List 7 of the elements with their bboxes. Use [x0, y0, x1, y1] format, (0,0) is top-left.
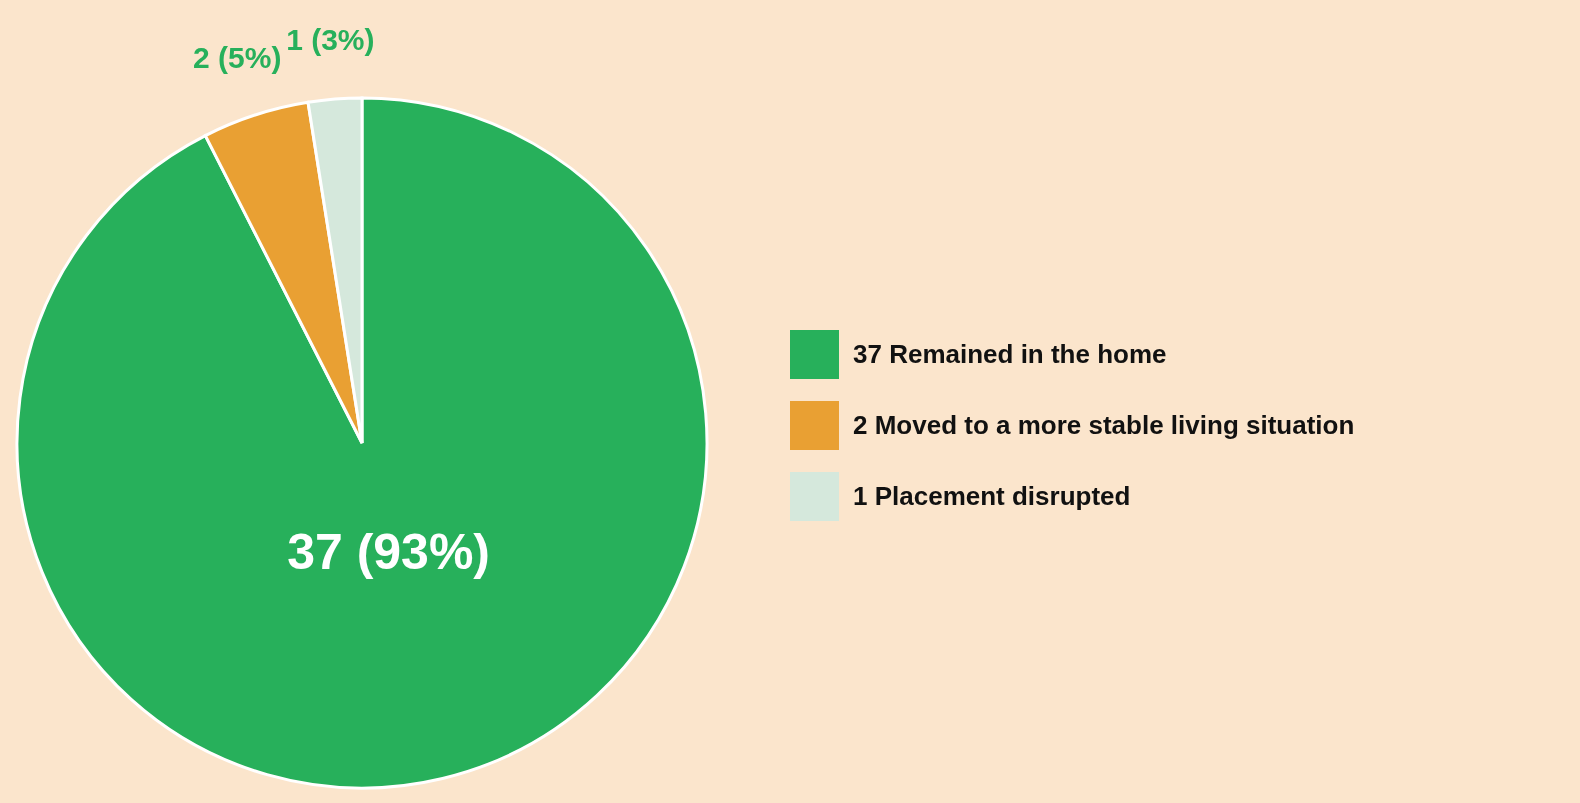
- legend-label: 37 Remained in the home: [853, 338, 1167, 369]
- data-label: 2 (5%): [193, 41, 282, 75]
- legend-label: 2 Moved to a more stable living situation: [853, 409, 1355, 440]
- data-label: 37 (93%): [287, 523, 491, 580]
- data-label: 1 (3%): [286, 22, 375, 56]
- pie-slice: [16, 96, 709, 790]
- legend-label: 1 Placement disrupted: [853, 480, 1131, 511]
